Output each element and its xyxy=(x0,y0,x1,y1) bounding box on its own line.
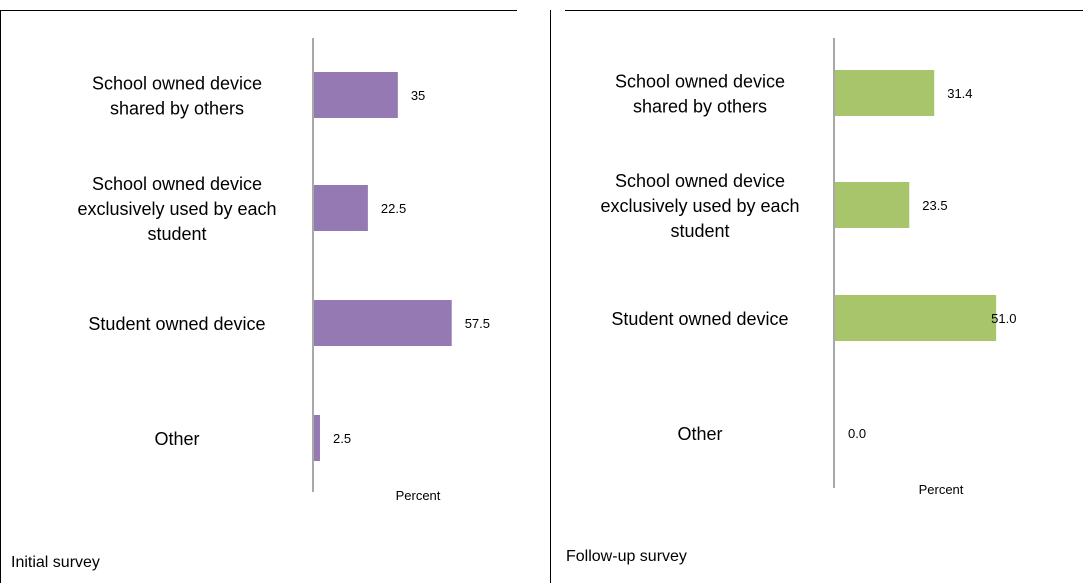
initial-bar xyxy=(314,72,398,118)
follow-up-category-label: School owned device shared by others xyxy=(615,72,785,117)
initial-bar xyxy=(314,185,368,231)
follow-up-value-label: 31.4 xyxy=(947,86,972,101)
follow-up-category-label-line: Student owned device xyxy=(611,309,788,329)
follow-up-category-label-line: exclusively used by each xyxy=(600,196,799,216)
initial-category-label-line: exclusively used by each xyxy=(77,199,276,219)
initial-category-label-line: School owned device xyxy=(92,174,262,194)
initial-bar xyxy=(314,300,452,346)
initial-category-label: School owned device shared by others xyxy=(92,74,262,119)
follow-up-category-label: Other xyxy=(677,424,722,444)
initial-value-label: 57.5 xyxy=(465,316,490,331)
follow-up-category-label-line: Other xyxy=(677,424,722,444)
follow-up-bar xyxy=(835,295,997,341)
initial-category-label-line: School owned device xyxy=(92,74,262,94)
initial-category-label-line: Other xyxy=(154,429,199,449)
frame-top-border xyxy=(565,10,1083,11)
frame-left-border xyxy=(0,10,1,583)
panel-divider xyxy=(550,10,551,583)
panel-label-initial: Initial survey xyxy=(11,554,100,571)
follow-up-category-label-line: School owned device xyxy=(615,171,785,191)
initial-value-label: 35 xyxy=(411,88,425,103)
follow-up-bar xyxy=(835,182,910,228)
follow-up-category-label-line: School owned device xyxy=(615,72,785,92)
initial-value-label: 2.5 xyxy=(333,431,351,446)
follow-up-category-label: Student owned device xyxy=(611,309,788,329)
initial-category-label-line: student xyxy=(147,224,206,244)
initial-category-label: Student owned device xyxy=(88,314,265,334)
initial-x-axis-title: Percent xyxy=(396,488,441,503)
follow-up-category-label-line: shared by others xyxy=(633,97,767,117)
follow-up-value-label: 23.5 xyxy=(922,198,947,213)
initial-category-label-line: Student owned device xyxy=(88,314,265,334)
frame-top-border xyxy=(0,10,517,11)
follow-up-bar xyxy=(835,70,935,116)
follow-up-category-label-line: student xyxy=(670,221,729,241)
initial-category-label-line: shared by others xyxy=(110,99,244,119)
initial-category-label: School owned device exclusively used by e… xyxy=(77,174,276,244)
initial-value-label: 22.5 xyxy=(381,201,406,216)
follow-up-category-label: School owned device exclusively used by e… xyxy=(600,171,799,241)
follow-up-value-label: 51.0 xyxy=(991,311,1016,326)
initial-category-label: Other xyxy=(154,429,199,449)
follow-up-value-label: 0.0 xyxy=(848,426,866,441)
initial-bar xyxy=(314,415,320,461)
panel-label-follow-up: Follow-up survey xyxy=(566,548,687,565)
follow-up-x-axis-title: Percent xyxy=(919,482,964,497)
